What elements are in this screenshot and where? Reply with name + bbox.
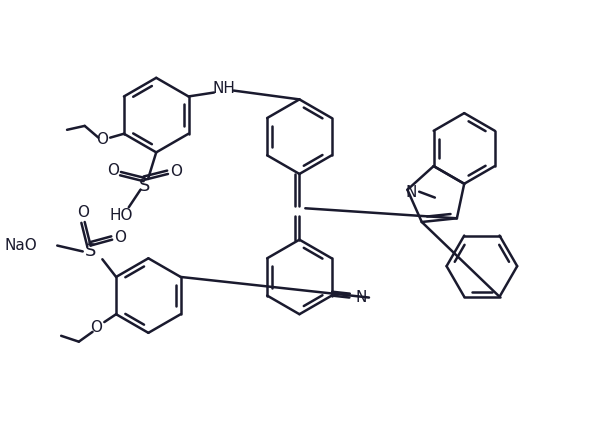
Text: N: N — [406, 185, 417, 200]
Text: O: O — [77, 205, 89, 220]
Text: O: O — [90, 320, 103, 336]
Text: NaO: NaO — [5, 238, 38, 253]
Text: O: O — [97, 132, 108, 147]
Text: O: O — [114, 230, 126, 245]
Text: NH: NH — [212, 81, 236, 96]
Text: S: S — [139, 177, 150, 195]
Text: S: S — [85, 243, 97, 260]
Text: HO: HO — [109, 208, 133, 222]
Text: N: N — [355, 290, 367, 305]
Text: O: O — [170, 165, 182, 179]
Text: O: O — [107, 162, 119, 178]
